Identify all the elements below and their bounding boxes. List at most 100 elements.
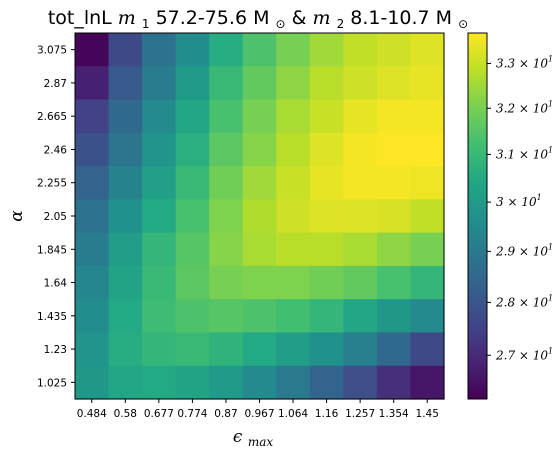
y-tick-label: 2.87: [44, 78, 67, 90]
heatmap-cell: [108, 99, 143, 134]
heatmap-cell: [175, 33, 210, 67]
y-axis-ticks: 3.075 2.87 2.665 2.46 2.255 2.05 1.845 1.64 1.43…: [37, 45, 75, 389]
heatmap-cell: [175, 66, 210, 101]
heatmap-cell: [309, 166, 344, 200]
y-tick-label: 2.665: [37, 111, 67, 123]
heatmap-cell: [242, 365, 277, 400]
heatmap-cell: [242, 33, 277, 67]
heatmap-cell: [276, 66, 311, 101]
colorbar: [467, 32, 488, 400]
heatmap-cell: [242, 99, 277, 134]
heatmap-cell: [410, 132, 445, 167]
colorbar-tick-label: 2.8 × 101: [495, 293, 553, 309]
heatmap-cell: [410, 166, 445, 200]
x-tick-label: 0.87: [214, 408, 237, 420]
colorbar-tick-label: 2.7 × 101: [495, 346, 553, 362]
heatmap-cell: [410, 66, 445, 101]
x-tick-label: 0.484: [77, 408, 107, 420]
x-tick-label: 0.774: [177, 408, 207, 420]
heatmap-cell: [175, 332, 210, 367]
heatmap-cell: [376, 66, 412, 101]
heatmap-cell: [175, 232, 210, 267]
heatmap-cell: [309, 99, 344, 134]
heatmap-cell: [276, 33, 311, 67]
heatmap-cell: [276, 332, 311, 367]
y-tick-label: 2.255: [37, 178, 67, 190]
heatmap-cell: [242, 332, 277, 367]
heatmap-cell: [343, 265, 378, 300]
title-m1-sun-symbol: ⊙: [276, 17, 286, 31]
heatmap-cell: [242, 132, 277, 167]
heatmap-cell: [75, 365, 110, 400]
heatmap-cell: [309, 265, 344, 300]
y-tick-label: 1.23: [44, 344, 67, 356]
heatmap-cell: [209, 33, 244, 67]
colorbar-tick-label: 3.1 × 101: [496, 145, 553, 161]
heatmap-cell: [75, 99, 110, 134]
heatmap-cell: [309, 232, 344, 267]
heatmap-cell: [343, 66, 378, 101]
heatmap-cell: [242, 199, 277, 234]
colorbar-tick-label: 3.3 × 101: [496, 55, 553, 71]
heatmap-cell: [376, 332, 412, 367]
heatmap-cell: [276, 232, 311, 267]
colorbar-tick-label: 3.2 × 101: [496, 99, 553, 115]
colorbar-tick-label: 2.9 × 101: [495, 242, 553, 258]
heatmap-cell: [175, 199, 210, 234]
colorbar-tick-label: 3 × 101: [496, 193, 542, 209]
y-tick-label: 1.025: [37, 377, 67, 389]
heatmap-cell: [142, 33, 177, 67]
heatmap-cell: [108, 166, 143, 200]
heatmap-cell: [242, 166, 277, 200]
heatmap-cell: [376, 299, 412, 334]
heatmap-cell: [376, 99, 412, 134]
heatmap-cell: [175, 132, 210, 167]
heatmap-cell: [376, 265, 412, 300]
x-tick-label: 0.677: [144, 408, 174, 420]
y-tick-label: 1.435: [37, 311, 67, 323]
x-tick-label: 1.354: [379, 408, 409, 420]
heatmap-cell: [75, 265, 110, 300]
heatmap-cell: [142, 365, 177, 400]
heatmap-cell: [276, 265, 311, 300]
heatmap-cell: [209, 132, 244, 167]
heatmap-cell: [343, 132, 378, 167]
heatmap-cell: [309, 365, 344, 400]
heatmap-cell: [108, 299, 143, 334]
title-m2-subscript: 2: [337, 17, 345, 31]
heatmap-cell: [309, 199, 344, 234]
heatmap-cell: [410, 33, 445, 67]
title-m1-range: 57.2-75.6 M: [156, 7, 270, 29]
heatmap-cell: [108, 265, 143, 300]
heatmap-cell: [276, 166, 311, 200]
x-tick-label: 1.257: [345, 408, 375, 420]
heatmap-cell: [175, 265, 210, 300]
heatmap-cell: [75, 232, 110, 267]
heatmap-cell: [209, 66, 244, 101]
heatmap-cell: [309, 299, 344, 334]
heatmap-cell: [343, 232, 378, 267]
heatmap-cell: [309, 332, 344, 367]
heatmap-cell: [108, 66, 143, 101]
heatmap-cell: [309, 33, 344, 67]
heatmap-cell: [242, 232, 277, 267]
heatmap-cell: [343, 99, 378, 134]
title-m2-symbol: m: [312, 7, 330, 29]
heatmap-cell: [343, 33, 378, 67]
title-m2-range: 8.1-10.7 M: [350, 7, 452, 29]
heatmap-cell: [276, 299, 311, 334]
heatmap-cell: [276, 132, 311, 167]
title-m1-symbol: m: [118, 7, 136, 29]
title-ampersand: &: [292, 7, 313, 29]
x-axis-ticks: 0.484 0.58 0.677 0.774 0.87 0.967 1.064 1.16 1.2…: [77, 399, 439, 420]
heatmap-cell: [142, 199, 177, 234]
heatmap-cell: [410, 265, 445, 300]
x-tick-label: 1.45: [416, 408, 439, 420]
heatmap-cell: [410, 365, 445, 400]
y-tick-label: 1.64: [44, 278, 68, 290]
heatmap-cell: [142, 132, 177, 167]
x-tick-label: 1.16: [315, 408, 339, 420]
y-tick-label: 2.46: [44, 144, 68, 156]
heatmap-cell: [75, 199, 110, 234]
heatmap-cell: [309, 66, 344, 101]
